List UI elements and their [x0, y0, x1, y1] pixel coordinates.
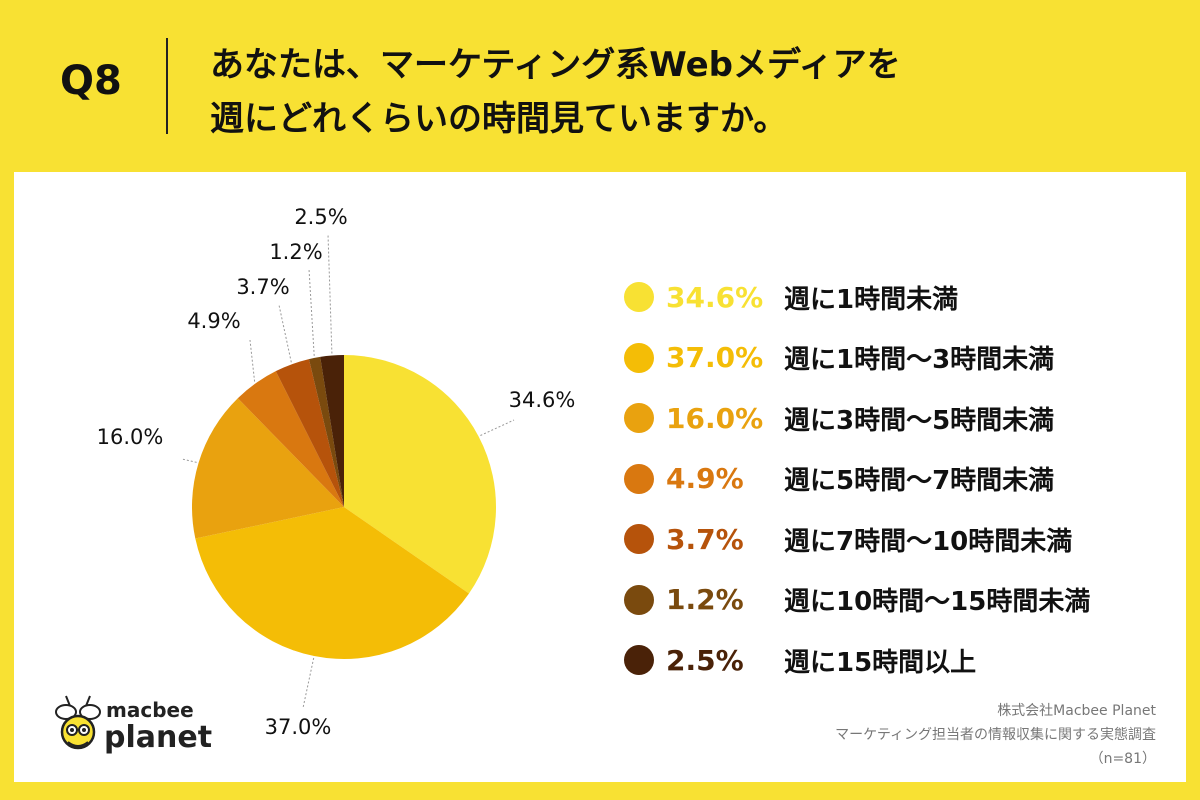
leader-line-6 [308, 268, 315, 356]
chart-card: 34.6% 37.0% 16.0% 4.9% 3.7% 1.2% 2.5% 34.6% 週に1… [14, 172, 1186, 782]
question-line-1: あなたは、マーケティング系Webメディアを [210, 45, 901, 85]
question-number: Q8 [60, 58, 122, 104]
legend-percent: 1.2% [666, 583, 744, 617]
header-divider [166, 38, 168, 134]
legend-label: 週に1時間未満 [784, 284, 959, 315]
legend-swatch [624, 342, 654, 373]
legend-item-4: 4.9% 週に5時間〜7時間未満 [624, 449, 1090, 510]
source-sample-size: （n=81） [1089, 751, 1156, 767]
legend-label: 週に10時間〜15時間未満 [784, 587, 1091, 618]
legend-label: 週に3時間〜5時間未満 [784, 405, 1055, 436]
legend-item-3: 16.0% 週に3時間〜5時間未満 [624, 388, 1090, 449]
leader-line-4 [249, 339, 256, 382]
legend-item-7: 2.5% 週に15時間以上 [624, 630, 1090, 691]
legend-swatch [624, 403, 654, 434]
pie-slice-5 [275, 359, 344, 507]
source-note: 株式会社Macbee Planet マーケティング担当者の情報収集に関する実態調… [835, 699, 1156, 771]
pie-chart: 34.6% 37.0% 16.0% 4.9% 3.7% 1.2% 2.5% [97, 205, 576, 739]
source-company: 株式会社Macbee Planet [997, 703, 1156, 719]
leader-line-1 [480, 419, 515, 436]
legend-swatch [624, 524, 654, 555]
question-line-2: 週にどれくらいの時間見ていますか。 [210, 99, 788, 139]
legend-percent: 3.7% [666, 522, 744, 556]
pie-slice-1 [344, 355, 497, 594]
slice-value-label-1: 34.6% [509, 388, 576, 412]
slice-value-label-5: 3.7% [236, 275, 289, 299]
source-survey: マーケティング担当者の情報収集に関する実態調査 [835, 727, 1156, 743]
legend-percent: 34.6% [666, 280, 764, 314]
legend-item-1: 34.6% 週に1時間未満 [624, 267, 1090, 328]
slice-value-label-4: 4.9% [187, 309, 240, 333]
bee-icon [55, 695, 101, 750]
legend-swatch [624, 584, 654, 615]
pie-slice-4 [237, 371, 344, 507]
slice-value-label-2: 37.0% [265, 715, 332, 739]
chart-legend: 34.6% 週に1時間未満 37.0% 週に1時間〜3時間未満 16.0% 週に3時間〜5… [624, 267, 1090, 691]
legend-label: 週に15時間以上 [784, 647, 977, 678]
legend-percent: 16.0% [666, 401, 764, 435]
legend-swatch [624, 282, 654, 313]
legend-percent: 37.0% [666, 341, 764, 375]
leader-line-7 [327, 233, 333, 354]
pie-slice-7 [320, 355, 344, 507]
legend-label: 週に7時間〜10時間未満 [784, 526, 1073, 557]
macbee-planet-logo: macbee planet [46, 692, 216, 762]
pie-slice-2 [195, 507, 469, 660]
legend-item-5: 3.7% 週に7時間〜10時間未満 [624, 509, 1090, 570]
pie-slice-3 [191, 398, 344, 539]
legend-label: 週に1時間〜3時間未満 [784, 345, 1055, 376]
slice-value-label-3: 16.0% [97, 425, 164, 449]
legend-item-6: 1.2% 週に10時間〜15時間未満 [624, 570, 1090, 631]
leader-line-3 [181, 458, 197, 463]
slice-value-label-6: 1.2% [269, 240, 322, 264]
legend-percent: 4.9% [666, 462, 744, 496]
leader-line-2 [302, 657, 315, 709]
logo-text-planet: planet [104, 720, 213, 755]
legend-swatch [624, 463, 654, 494]
legend-item-2: 37.0% 週に1時間〜3時間未満 [624, 328, 1090, 389]
legend-percent: 2.5% [666, 643, 744, 677]
legend-label: 週に5時間〜7時間未満 [784, 466, 1055, 497]
pie-slice-6 [308, 356, 344, 507]
leader-line-5 [278, 304, 292, 363]
question-text: あなたは、マーケティング系Webメディアを 週にどれくらいの時間見ていますか。 [210, 38, 901, 146]
logo-text-macbee: macbee [106, 698, 194, 722]
legend-swatch [624, 645, 654, 676]
slice-value-label-7: 2.5% [294, 205, 347, 229]
